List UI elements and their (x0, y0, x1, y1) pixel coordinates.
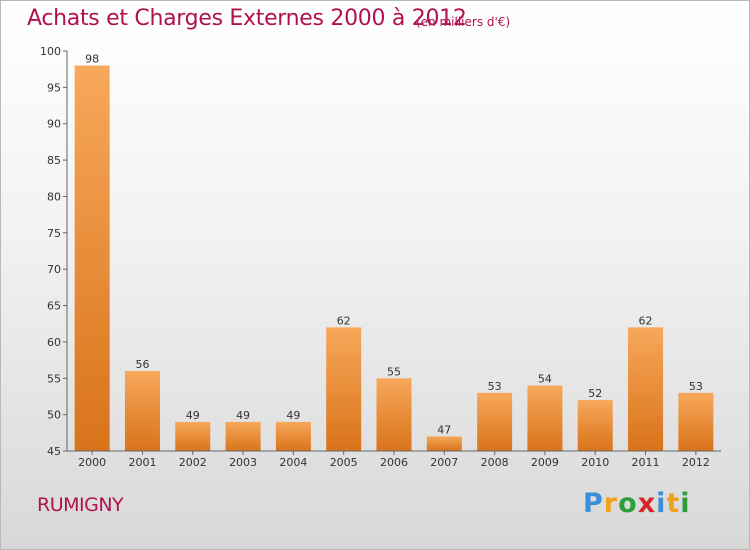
brand-letter: o (618, 488, 638, 519)
bar-2009 (527, 385, 563, 451)
y-tick-label: 75 (47, 227, 61, 240)
y-tick-label: 55 (47, 372, 61, 385)
y-tick-label: 100 (40, 45, 61, 58)
data-label-2011: 62 (639, 314, 653, 327)
place-name: RUMIGNY (37, 494, 124, 516)
x-tick-label: 2007 (430, 456, 458, 469)
data-label-2005: 62 (337, 314, 351, 327)
data-label-2004: 49 (286, 409, 300, 422)
brand-letter: i (656, 488, 667, 519)
bar-2004 (275, 421, 311, 451)
bar-2011 (628, 327, 664, 451)
data-label-2010: 52 (588, 387, 602, 400)
brand-letter: P (583, 488, 604, 519)
x-tick-label: 2001 (128, 456, 156, 469)
x-tick-label: 2006 (380, 456, 408, 469)
bar-2000 (74, 65, 110, 451)
bar-2008 (477, 392, 513, 451)
x-tick-label: 2008 (481, 456, 509, 469)
y-tick-label: 60 (47, 336, 61, 349)
brand-letter: t (666, 488, 681, 519)
x-tick-label: 2012 (682, 456, 710, 469)
labels-group: 98 2000 56 2001 49 2002 49 2003 49 2004 62 2005 55 20… (40, 45, 710, 469)
data-label-2007: 47 (437, 423, 451, 436)
x-tick-label: 2003 (229, 456, 257, 469)
data-label-2002: 49 (186, 409, 200, 422)
x-tick-label: 2010 (581, 456, 609, 469)
chart-title: Achats et Charges Externes 2000 à 2012 (27, 6, 467, 31)
x-tick-label: 2004 (279, 456, 307, 469)
y-tick-label: 90 (47, 118, 61, 131)
data-label-2009: 54 (538, 373, 552, 386)
bar-2010 (577, 400, 613, 451)
bars-group (74, 65, 714, 451)
y-tick-label: 65 (47, 300, 61, 313)
bar-2007 (426, 436, 462, 451)
y-tick-label: 85 (47, 154, 61, 167)
bar-2012 (678, 392, 714, 451)
data-label-2003: 49 (236, 409, 250, 422)
y-tick-label: 95 (47, 81, 61, 94)
x-tick-label: 2011 (632, 456, 660, 469)
y-tick-label: 50 (47, 409, 61, 422)
brand-logo: Proxiti (583, 488, 691, 519)
y-tick-label: 80 (47, 190, 61, 203)
bar-2001 (124, 371, 160, 451)
brand-letter: i (680, 488, 691, 519)
y-tick-label: 70 (47, 263, 61, 276)
data-label-2001: 56 (135, 358, 149, 371)
x-tick-label: 2005 (330, 456, 358, 469)
data-label-2000: 98 (85, 53, 99, 66)
chart-subtitle: (en milliers d'€) (416, 15, 511, 29)
axes-group (63, 50, 721, 455)
data-label-2006: 55 (387, 365, 401, 378)
x-tick-label: 2009 (531, 456, 559, 469)
bar-2006 (376, 378, 412, 451)
x-tick-label: 2000 (78, 456, 106, 469)
bar-2005 (326, 327, 362, 451)
bar-2003 (225, 421, 261, 451)
data-label-2008: 53 (488, 380, 502, 393)
brand-letter: r (603, 488, 619, 519)
data-label-2012: 53 (689, 380, 703, 393)
x-tick-label: 2002 (179, 456, 207, 469)
brand-letter: x (637, 488, 657, 519)
y-tick-label: 45 (47, 445, 61, 458)
bar-2002 (175, 421, 211, 451)
